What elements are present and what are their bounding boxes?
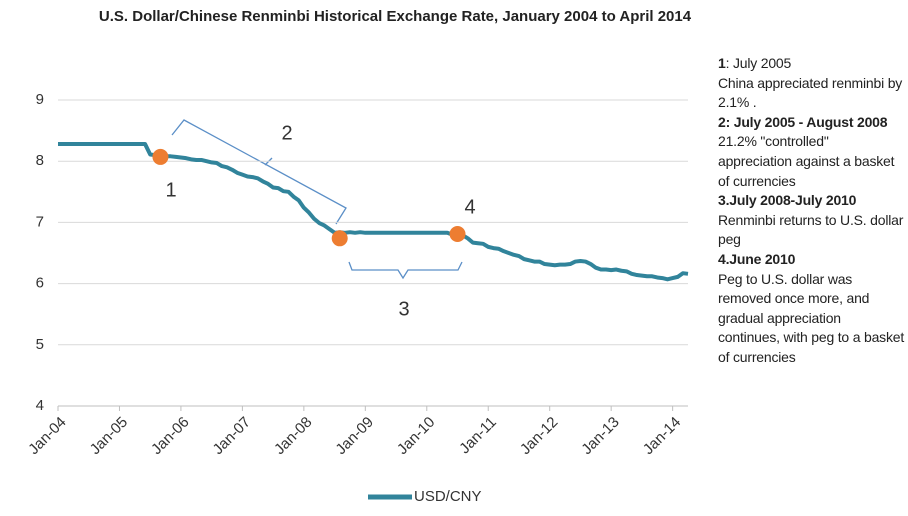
note-body: Renminbi returns to U.S. dollar peg xyxy=(718,211,904,248)
x-tick-label: Jan-10 xyxy=(394,414,438,458)
event-marker xyxy=(152,148,169,165)
x-tick-label: Jan-09 xyxy=(332,414,376,458)
note-body: China appreciated renminbi by 2.1% . xyxy=(718,74,903,111)
annotation: 2 xyxy=(281,122,292,144)
event-marker xyxy=(331,230,348,247)
note-head: 2: July 2005 - August 2008 xyxy=(718,113,888,130)
note-body: 21.2% "controlled" appreciation against … xyxy=(718,133,895,189)
y-tick-label: 4 xyxy=(36,397,44,414)
note: 4.June 2010 Peg to U.S. dollar was remove… xyxy=(718,250,906,368)
x-tick-label: Jan-04 xyxy=(25,414,69,458)
notes: 1: July 2005 China appreciated renminbi b… xyxy=(718,54,906,368)
x-tick-label: Jan-11 xyxy=(456,414,500,458)
note-body: Peg to U.S. dollar was removed once more… xyxy=(718,270,905,365)
chart-title: U.S. Dollar/Chinese Renminbi Historical … xyxy=(98,8,692,25)
note: 3.July 2008-July 2010 Renminbi returns to… xyxy=(718,191,906,250)
note: 2: July 2005 - August 2008 21.2% "contro… xyxy=(718,113,906,191)
brackets xyxy=(171,119,463,280)
y-tick-label: 8 xyxy=(36,152,44,169)
y-tick-label: 7 xyxy=(36,213,44,230)
x-tick-label: Jan-12 xyxy=(517,414,561,458)
y-tick-label: 6 xyxy=(36,275,44,292)
y-tick-label: 5 xyxy=(36,336,44,353)
note-head-rest: : July 2005 xyxy=(725,55,792,71)
note: 1: July 2005 China appreciated renminbi b… xyxy=(718,54,906,113)
note-head: 3.July 2008-July 2010 xyxy=(718,192,857,209)
event-marker xyxy=(449,226,466,243)
x-tick-label: Jan-14 xyxy=(640,414,684,458)
note-head: 1 xyxy=(718,55,726,71)
data-line xyxy=(58,142,689,282)
y-tick-label: 9 xyxy=(36,91,44,108)
annotation: 4 xyxy=(464,196,475,218)
x-tick-label: Jan-06 xyxy=(148,414,192,458)
x-tick-label: Jan-13 xyxy=(578,414,622,458)
x-tick-label: Jan-07 xyxy=(210,414,254,458)
x-tick-label: Jan-05 xyxy=(87,414,131,458)
legend-label: USD/CNY xyxy=(414,488,482,505)
annotation: 1 xyxy=(165,179,176,201)
x-tick-label: Jan-08 xyxy=(271,414,315,458)
note-head: 4.June 2010 xyxy=(718,250,796,267)
annotation: 3 xyxy=(398,298,409,320)
